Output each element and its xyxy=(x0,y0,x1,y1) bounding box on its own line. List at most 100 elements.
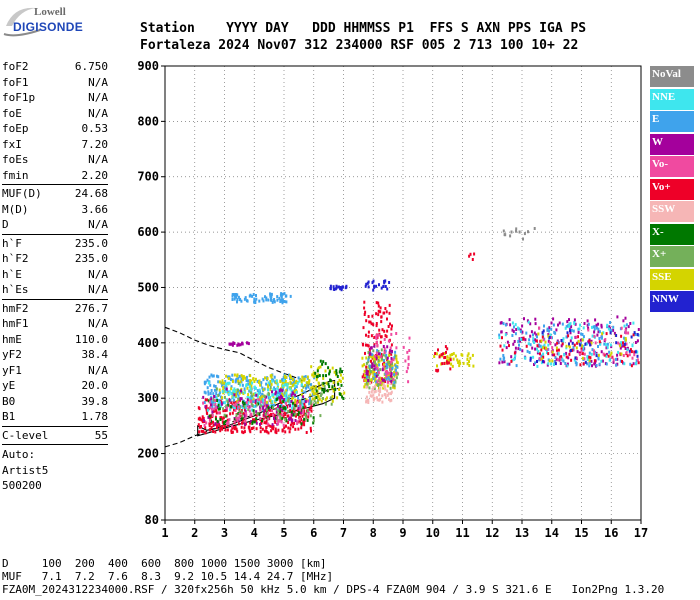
echo-point xyxy=(261,386,264,390)
echo-point xyxy=(500,330,503,334)
echo-point xyxy=(265,425,268,429)
echo-point xyxy=(269,292,272,296)
echo-point xyxy=(542,333,545,337)
echo-point xyxy=(281,428,284,432)
echo-point xyxy=(581,333,584,336)
echo-point xyxy=(228,381,231,385)
echo-point xyxy=(451,353,454,356)
echo-point xyxy=(233,420,236,424)
echo-point xyxy=(285,401,287,405)
echo-point xyxy=(231,411,234,415)
param-key: h`F2 xyxy=(2,252,29,265)
echo-point xyxy=(573,358,576,362)
echo-point xyxy=(533,341,536,344)
echo-point xyxy=(373,285,376,289)
echo-point xyxy=(237,412,240,415)
echo-point xyxy=(377,301,380,305)
echo-point xyxy=(340,383,343,387)
echo-point xyxy=(386,384,389,388)
echo-point xyxy=(361,364,364,368)
echo-point xyxy=(388,311,391,315)
echo-point xyxy=(375,383,378,387)
echo-point xyxy=(624,316,627,320)
echo-point xyxy=(405,370,408,374)
echo-point xyxy=(225,387,228,391)
echo-point xyxy=(239,343,242,347)
echo-point xyxy=(515,328,518,331)
echo-point xyxy=(312,390,315,393)
echo-point xyxy=(302,421,305,425)
echo-point xyxy=(383,347,386,351)
param-key: yF1 xyxy=(2,363,22,377)
echo-point xyxy=(211,413,214,417)
echo-point xyxy=(589,356,592,360)
echo-point xyxy=(587,322,590,326)
echo-point xyxy=(522,237,524,241)
echo-point xyxy=(630,364,633,368)
echo-point xyxy=(547,333,550,337)
echo-point xyxy=(243,297,246,301)
echo-point xyxy=(561,342,564,346)
echo-point xyxy=(221,425,224,428)
echo-point xyxy=(372,355,374,358)
echo-point xyxy=(630,335,633,339)
echo-point xyxy=(245,379,248,383)
echo-point xyxy=(283,411,286,415)
echo-point xyxy=(535,339,538,343)
echo-point xyxy=(557,358,559,362)
echo-point xyxy=(212,420,214,424)
echo-point xyxy=(234,392,237,396)
echo-point xyxy=(210,407,213,411)
echo-point xyxy=(504,233,507,237)
echo-point xyxy=(209,422,212,426)
echo-point xyxy=(502,358,505,362)
echo-point xyxy=(306,418,309,422)
echo-point xyxy=(394,350,397,354)
echo-point xyxy=(310,365,313,369)
echo-point xyxy=(308,407,311,411)
echo-point xyxy=(230,392,233,396)
echo-point xyxy=(254,386,257,390)
echo-point xyxy=(275,416,278,420)
echo-point xyxy=(339,380,342,383)
echo-point xyxy=(285,391,288,395)
echo-point xyxy=(382,382,385,386)
echo-point xyxy=(311,385,314,389)
echo-point xyxy=(605,362,608,366)
echo-point xyxy=(603,342,606,346)
echo-point xyxy=(244,376,247,380)
echo-point xyxy=(449,353,452,357)
echo-point xyxy=(242,392,245,395)
echo-point xyxy=(518,343,520,347)
echo-point xyxy=(615,357,617,361)
echo-point xyxy=(270,375,273,379)
echo-point xyxy=(244,296,247,300)
echo-point xyxy=(219,400,221,404)
echo-point xyxy=(250,412,253,416)
echo-point xyxy=(259,408,262,412)
echo-point xyxy=(384,393,387,397)
echo-point xyxy=(390,356,393,360)
echo-point xyxy=(259,426,262,430)
echo-point xyxy=(258,400,261,404)
echo-point xyxy=(280,295,283,299)
echo-point xyxy=(529,343,532,347)
echo-point xyxy=(300,389,303,392)
echo-point xyxy=(255,410,258,414)
param-row: h`F2 235.0 xyxy=(2,252,108,268)
echo-point xyxy=(623,336,626,340)
echo-point xyxy=(323,390,325,394)
echo-point xyxy=(566,364,569,368)
echo-point xyxy=(572,329,575,333)
echo-point xyxy=(257,402,260,406)
echo-point xyxy=(294,400,297,404)
echo-point xyxy=(597,353,600,357)
echo-point xyxy=(564,326,567,330)
x-tick-label: 16 xyxy=(604,526,618,540)
echo-point xyxy=(293,422,296,425)
echo-point xyxy=(631,356,634,360)
echo-point xyxy=(263,421,266,425)
echo-point xyxy=(366,281,369,285)
echo-point xyxy=(214,399,217,403)
echo-point xyxy=(246,341,248,345)
